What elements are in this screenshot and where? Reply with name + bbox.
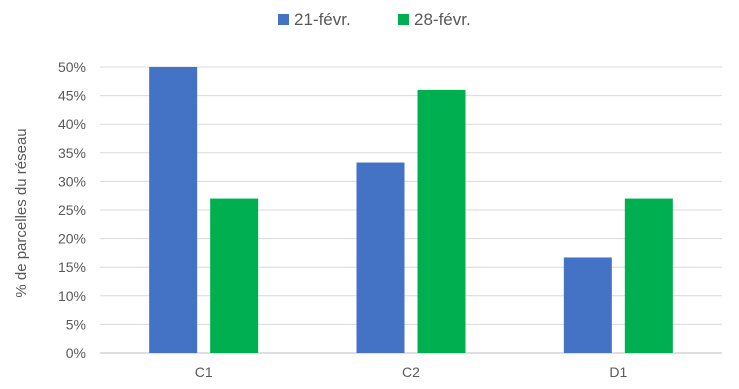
gridlines	[100, 66, 722, 354]
x-tick-label: C2	[402, 364, 420, 380]
legend-label: 21-févr.	[294, 10, 351, 29]
legend: 21-févr. 28-févr.	[278, 10, 471, 29]
y-tick-label: 10%	[58, 288, 86, 304]
y-axis-ticks: 0% 5% 10% 15% 20% 25% 30% 35% 40% 45% 50%	[58, 59, 86, 361]
y-tick-label: 20%	[58, 231, 86, 247]
legend-label: 28-févr.	[414, 10, 471, 29]
x-axis-ticks: C1 C2 D1	[195, 364, 628, 380]
bar-series1-c1	[149, 67, 198, 353]
x-tick-label: C1	[195, 364, 213, 380]
y-tick-label: 30%	[58, 173, 86, 189]
y-tick-label: 15%	[58, 259, 86, 275]
bar-series1-c2	[356, 162, 405, 353]
bars	[149, 67, 673, 353]
y-tick-label: 25%	[58, 202, 86, 218]
legend-swatch	[398, 14, 409, 25]
y-tick-label: 5%	[66, 316, 86, 332]
y-tick-label: 45%	[58, 88, 86, 104]
bar-series2-c1	[210, 198, 259, 353]
legend-swatch	[278, 14, 289, 25]
y-tick-label: 35%	[58, 145, 86, 161]
y-tick-label: 0%	[66, 345, 86, 361]
y-tick-label: 40%	[58, 116, 86, 132]
y-axis-title: % de parcelles du réseau	[13, 128, 30, 297]
x-tick-label: D1	[609, 364, 627, 380]
bar-series2-d1	[624, 198, 673, 353]
bar-series2-c2	[417, 89, 466, 353]
bar-series1-d1	[563, 257, 612, 353]
y-tick-label: 50%	[58, 59, 86, 75]
